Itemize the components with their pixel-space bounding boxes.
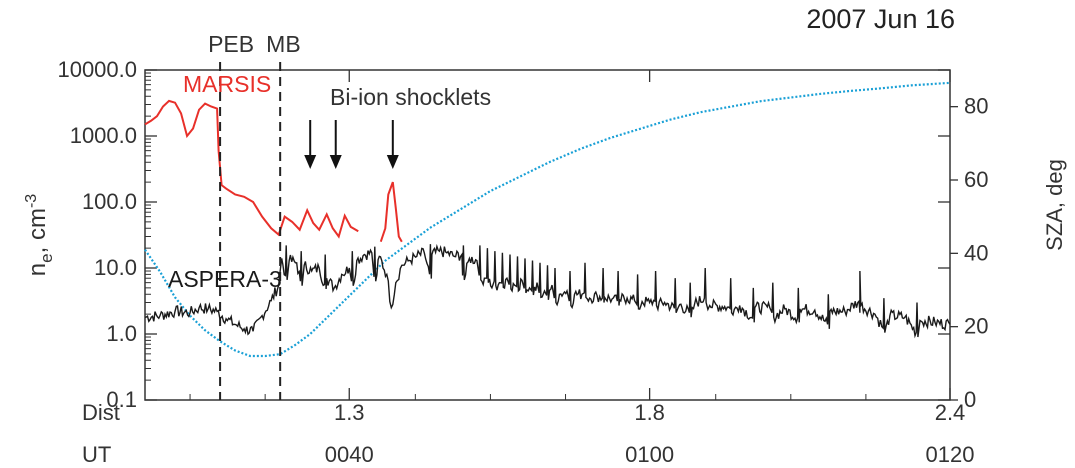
- y-right-axis-label: SZA, deg: [1042, 159, 1067, 251]
- boundary-label-mb: MB: [266, 31, 301, 57]
- x-row-label: Dist: [82, 400, 120, 425]
- x-tick-label: 1.3: [334, 400, 365, 425]
- x-tick-label: 0040: [325, 442, 374, 467]
- label-aspera: ASPERA-3: [168, 266, 282, 292]
- x-tick-label: 0120: [926, 442, 975, 467]
- x-tick-label: 0100: [625, 442, 674, 467]
- boundary-label-peb: PEB: [208, 31, 254, 57]
- plot-frame: [144, 69, 951, 401]
- x-tick-label: 2.4: [935, 400, 966, 425]
- y-left-tick-label: 10000.0: [57, 57, 137, 82]
- y-left-axis-label: ne, cm-3: [23, 194, 56, 276]
- x-row-label: UT: [82, 442, 111, 467]
- x-tick-label: 1.8: [634, 400, 665, 425]
- annotation-arrow-head: [329, 155, 342, 169]
- series-marsis-line: [379, 181, 403, 243]
- y-right-tick-label: 80: [964, 94, 988, 119]
- y-right-tick-label: 60: [964, 167, 988, 192]
- series-marsis-line: [144, 99, 359, 239]
- y-left-tick-label: 10.0: [94, 255, 137, 280]
- annotation-text: Bi-ion shocklets: [330, 84, 491, 110]
- chart-date: 2007 Jun 16: [806, 4, 955, 34]
- y-right-tick-label: 40: [964, 240, 988, 265]
- y-left-tick-label: 0.1: [106, 387, 137, 412]
- annotation-arrow-head: [386, 155, 399, 169]
- y-left-tick-label: 1000.0: [70, 123, 137, 148]
- annotation-arrow-head: [304, 155, 317, 169]
- y-left-tick-label: 100.0: [82, 189, 137, 214]
- y-left-tick-label: 1.0: [106, 321, 137, 346]
- y-right-tick-label: 0: [964, 387, 976, 412]
- y-right-tick-label: 20: [964, 314, 988, 339]
- label-marsis: MARSIS: [183, 71, 271, 97]
- series-aspera-line: [144, 243, 951, 339]
- series-sza-line: [144, 81, 951, 358]
